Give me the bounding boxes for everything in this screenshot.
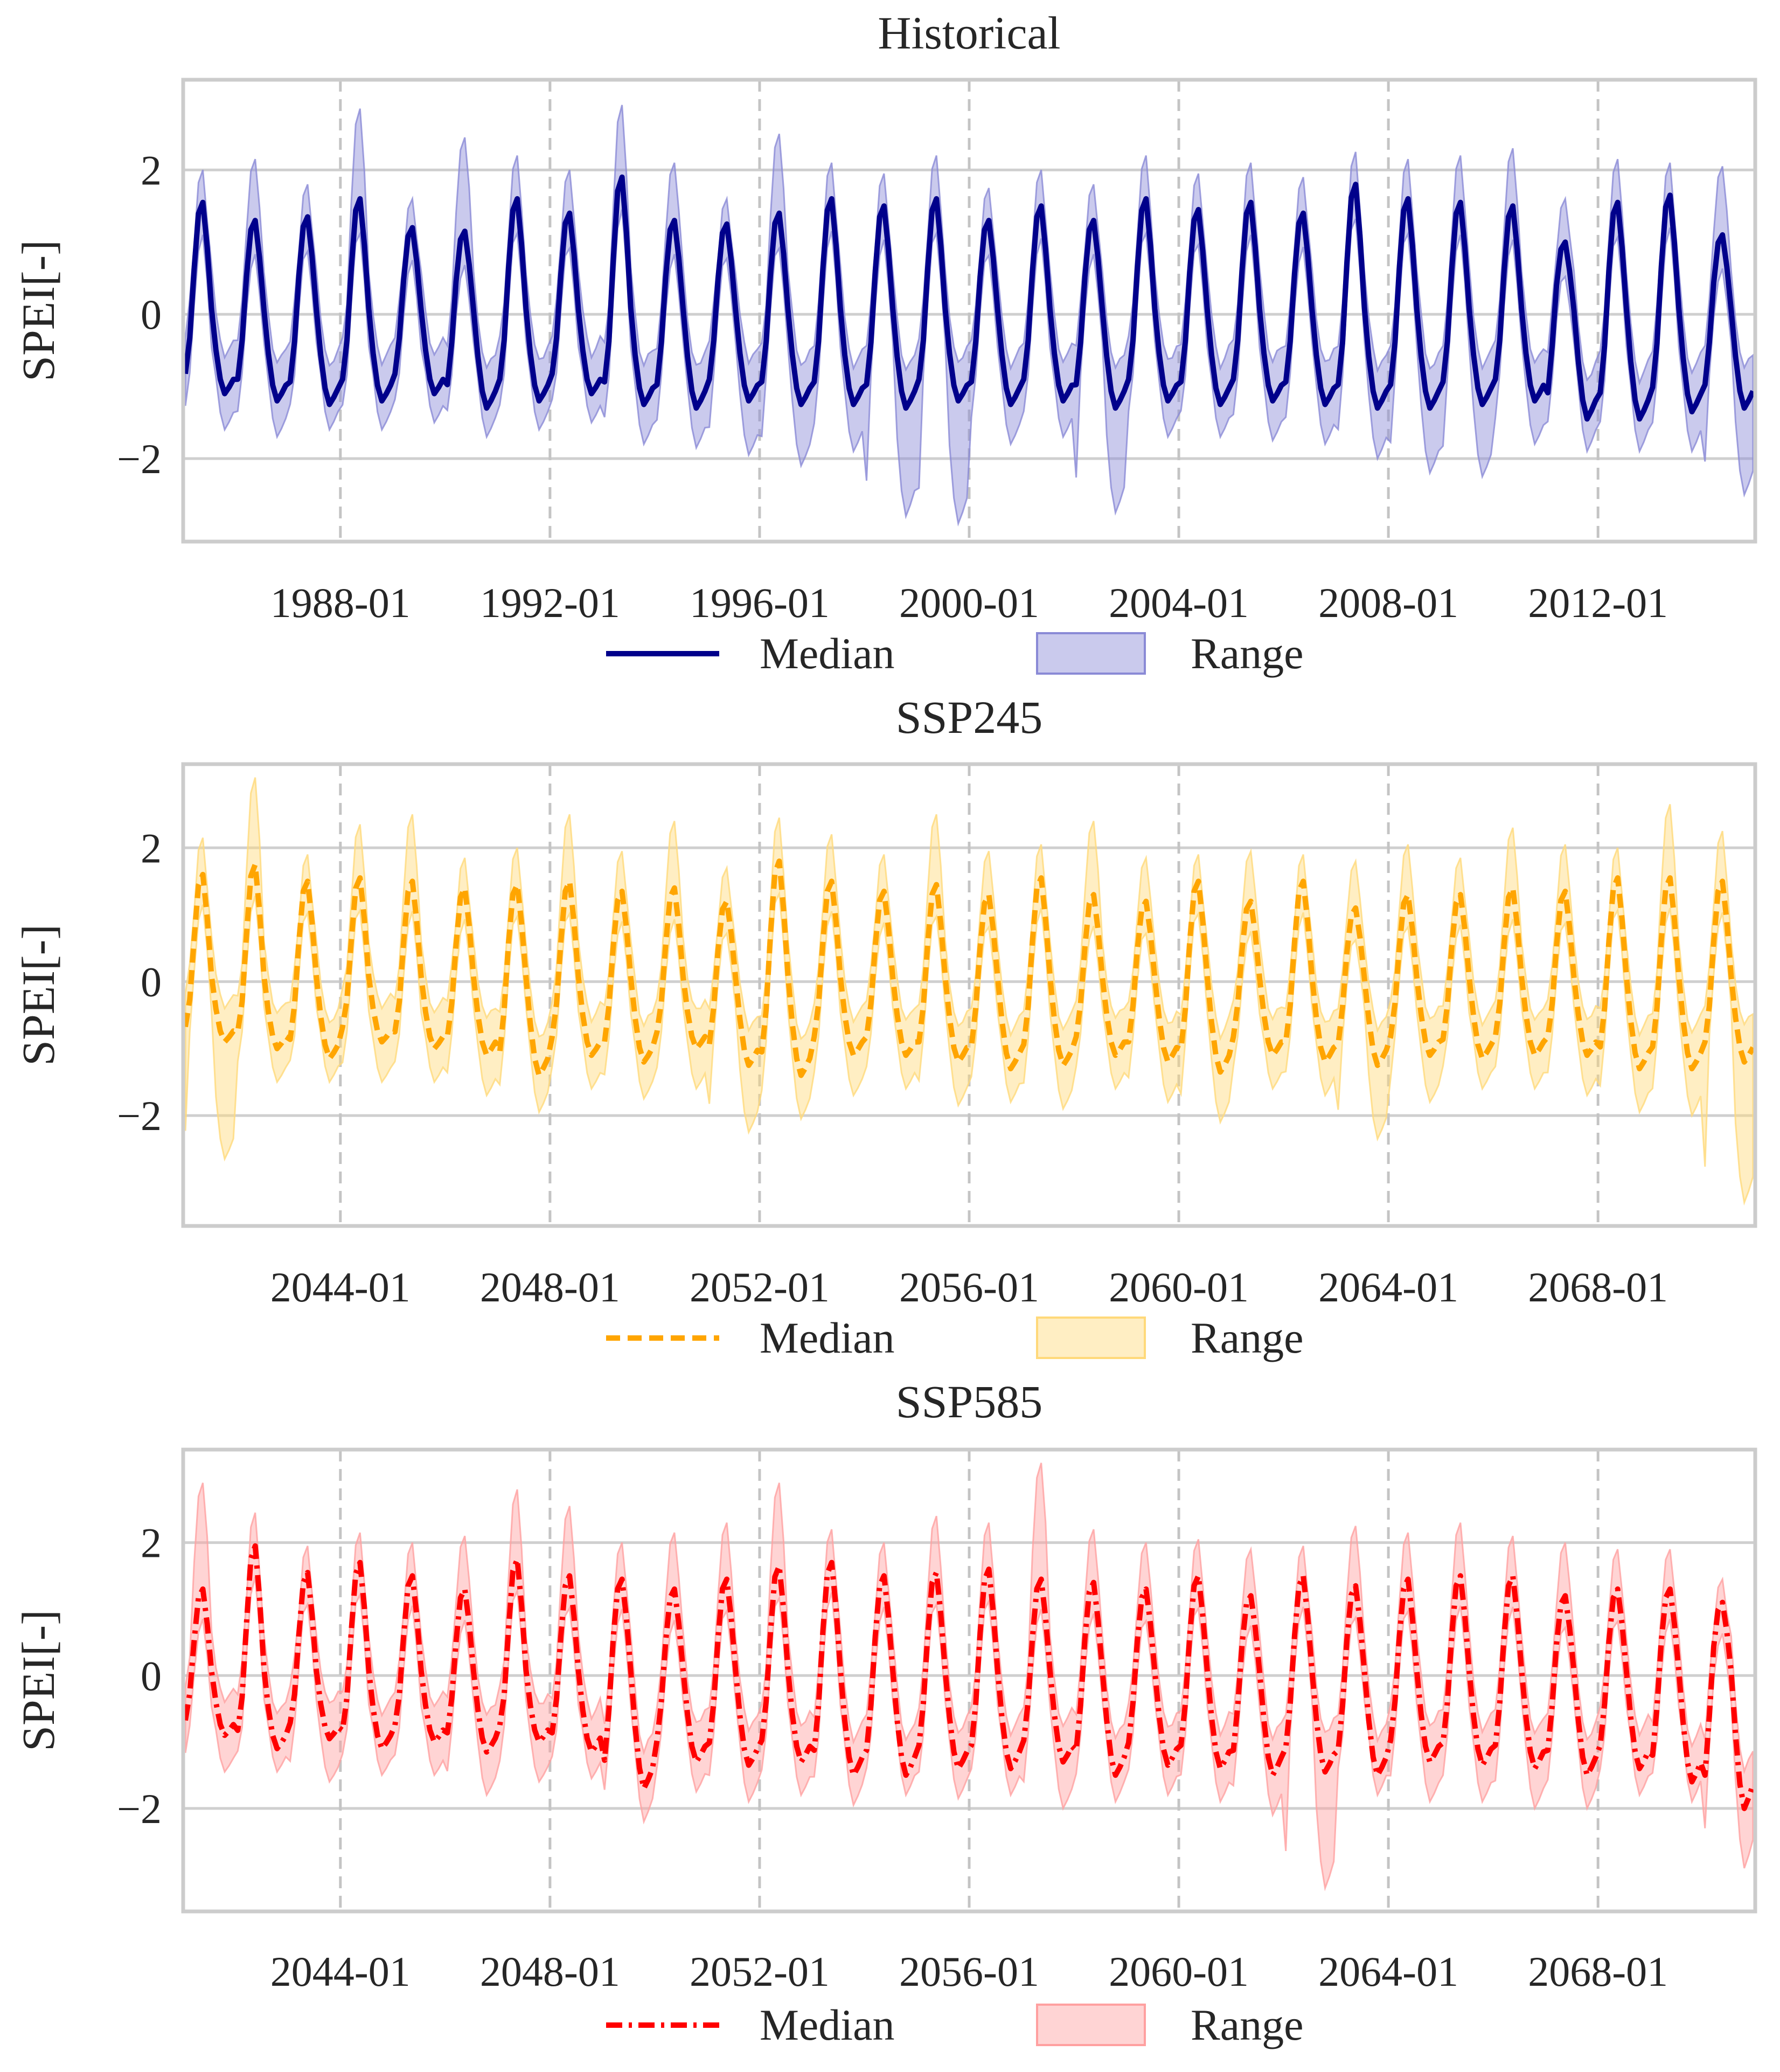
x-tick-label: 2068-01 bbox=[1528, 1264, 1668, 1311]
x-tick-label: 2000-01 bbox=[899, 579, 1039, 626]
range-band bbox=[184, 105, 1754, 527]
x-tick-label: 2056-01 bbox=[899, 1948, 1039, 1995]
legend-range-swatch bbox=[1036, 632, 1146, 675]
legend-range-label: Range bbox=[1191, 2000, 1303, 2049]
legend: Median Range bbox=[606, 1313, 1303, 1362]
x-tick-label: 2064-01 bbox=[1318, 1264, 1458, 1311]
x-tick-label: 2056-01 bbox=[899, 1264, 1039, 1311]
y-tick-label: −2 bbox=[117, 435, 162, 482]
chart-title: Historical bbox=[878, 7, 1060, 59]
range-band bbox=[184, 1463, 1754, 1891]
x-tick-label: 2060-01 bbox=[1109, 1948, 1249, 1995]
y-tick-label: −2 bbox=[117, 1785, 162, 1832]
legend-median-label: Median bbox=[760, 2000, 894, 2049]
median-line bbox=[183, 174, 1756, 422]
x-tick-label: 1988-01 bbox=[270, 579, 411, 626]
y-tick-label: 0 bbox=[141, 291, 162, 338]
y-tick-label: −2 bbox=[117, 1092, 162, 1139]
legend-range-swatch bbox=[1036, 1316, 1146, 1359]
y-tick-label: 0 bbox=[141, 959, 162, 1006]
y-axis-label: SPEI[-] bbox=[12, 1610, 64, 1751]
plot-frame bbox=[181, 1447, 1757, 1914]
y-tick-label: 2 bbox=[141, 824, 162, 871]
x-tick-label: 2064-01 bbox=[1318, 1948, 1458, 1995]
x-tick-label: 2044-01 bbox=[270, 1948, 411, 1995]
chart-title: SSP245 bbox=[896, 691, 1043, 743]
panel-ssp245: SSP245 −2 0 2 2044-01 2048-01 2052-01 2056-01 20… bbox=[12, 691, 1757, 1362]
x-tick-label: 2048-01 bbox=[480, 1948, 620, 1995]
y-tick-label: 2 bbox=[141, 147, 162, 193]
legend-range-label: Range bbox=[1191, 1313, 1303, 1362]
x-tick-label: 2004-01 bbox=[1109, 579, 1249, 626]
x-tick-label: 2048-01 bbox=[480, 1264, 620, 1311]
legend: Median Range bbox=[606, 2000, 1303, 2049]
x-tick-label: 1992-01 bbox=[480, 579, 620, 626]
y-axis-label: SPEI[-] bbox=[12, 924, 64, 1066]
plot-frame bbox=[181, 762, 1757, 1228]
legend: Median Range bbox=[606, 629, 1303, 678]
y-tick-label: 2 bbox=[141, 1520, 162, 1567]
x-tick-label: 2068-01 bbox=[1528, 1948, 1668, 1995]
median-line bbox=[183, 1543, 1756, 1811]
x-tick-label: 2060-01 bbox=[1109, 1264, 1249, 1311]
panel-historical: Historical −2 0 2 1988-01 1992-01 1996-01 2000-… bbox=[12, 7, 1757, 678]
panel-ssp585: SSP585 −2 0 2 2044-01 2048-01 2052-01 2056-01 20… bbox=[12, 1376, 1757, 2049]
x-tick-label: 2008-01 bbox=[1318, 579, 1458, 626]
plot-frame bbox=[181, 78, 1757, 544]
x-tick-label: 2012-01 bbox=[1528, 579, 1668, 626]
range-band bbox=[184, 777, 1754, 1206]
x-tick-label: 2052-01 bbox=[690, 1948, 830, 1995]
legend-range-swatch bbox=[1036, 2004, 1146, 2046]
legend-median-label: Median bbox=[760, 1313, 894, 1362]
legend-median-label: Median bbox=[760, 629, 894, 678]
median-line bbox=[183, 858, 1756, 1078]
legend-range-label: Range bbox=[1191, 629, 1303, 678]
x-tick-label: 1996-01 bbox=[690, 579, 830, 626]
y-tick-label: 0 bbox=[141, 1652, 162, 1699]
x-tick-label: 2044-01 bbox=[270, 1264, 411, 1311]
x-tick-label: 2052-01 bbox=[690, 1264, 830, 1311]
chart-title: SSP585 bbox=[896, 1376, 1043, 1427]
y-axis-label: SPEI[-] bbox=[12, 240, 64, 382]
